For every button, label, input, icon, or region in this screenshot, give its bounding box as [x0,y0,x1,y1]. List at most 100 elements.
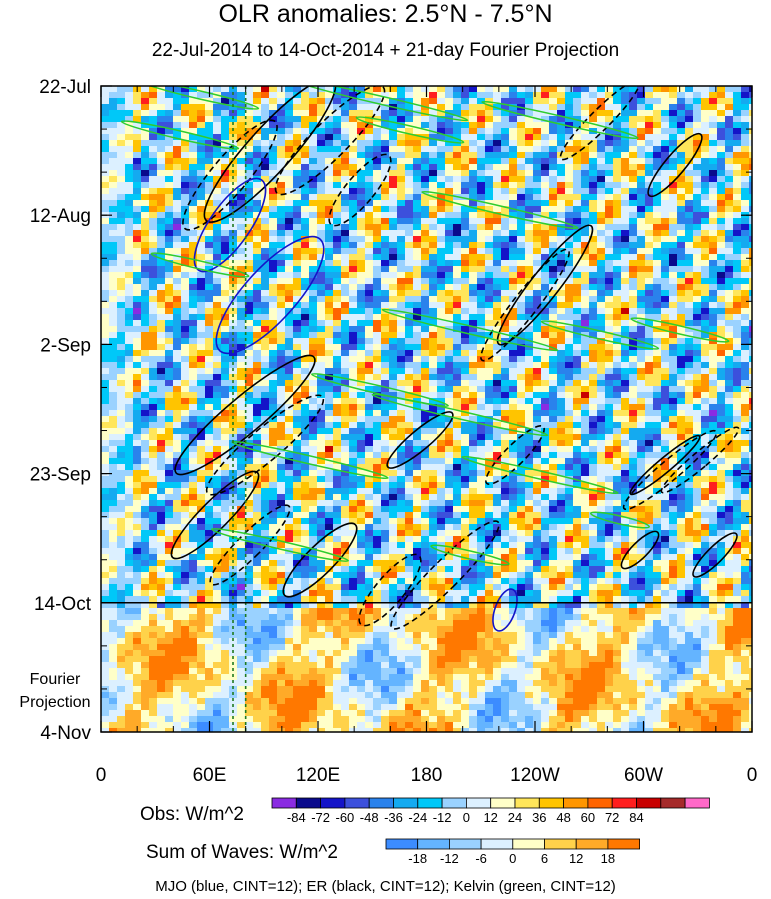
field-cell [405,368,414,375]
field-cell [341,320,350,327]
field-cell [525,176,534,183]
field-cell [365,338,374,345]
field-cell [741,302,750,309]
field-cell [501,164,510,171]
field-cell [397,410,406,417]
field-cell [677,248,686,255]
field-cell [621,110,630,117]
field-cell [141,326,150,333]
field-cell [357,362,366,369]
field-cell [493,110,502,117]
field-cell [285,434,294,441]
field-cell [421,146,430,153]
field-cell [621,260,630,267]
field-cell [573,212,582,219]
field-cell [325,224,334,231]
field-cell [485,272,494,279]
field-cell [405,374,414,381]
field-cell [669,146,678,153]
field-cell [437,332,446,339]
field-cell [221,260,230,267]
field-cell [661,254,670,261]
field-cell [493,386,502,393]
field-cell [685,308,694,315]
field-cell [517,314,526,321]
field-cell [309,206,318,213]
field-cell [709,140,718,147]
field-cell [501,296,510,303]
field-cell [317,362,326,369]
field-cell [469,110,478,117]
field-cell [629,254,638,261]
field-cell [517,128,526,135]
field-cell [389,332,398,339]
field-cell [301,302,310,309]
field-cell [661,344,670,351]
field-cell [541,158,550,165]
field-cell [245,128,254,135]
field-cell [381,134,390,141]
field-cell [341,392,350,399]
field-cell [341,302,350,309]
field-cell [437,302,446,309]
field-cell [205,170,214,177]
field-cell [709,116,718,123]
field-cell [541,332,550,339]
field-cell [213,200,222,207]
field-cell [677,212,686,219]
field-cell [205,224,214,231]
field-cell [485,386,494,393]
field-cell [269,248,278,255]
field-cell [461,332,470,339]
field-cell [469,320,478,327]
field-cell [333,272,342,279]
field-cell [261,116,270,123]
field-cell [621,98,630,105]
field-cell [653,320,662,327]
field-cell [285,386,294,393]
field-cell [157,392,166,399]
field-cell [445,128,454,135]
field-cell [437,266,446,273]
field-cell [629,134,638,141]
field-cell [365,272,374,279]
field-cell [373,314,382,321]
field-cell [565,122,574,129]
field-cell [341,446,350,453]
field-cell [141,248,150,255]
field-cell [125,236,134,243]
field-cell [373,182,382,189]
field-cell [373,344,382,351]
field-cell [605,428,614,435]
field-cell [149,392,158,399]
field-cell [213,260,222,267]
field-cell [597,434,606,441]
field-cell [637,284,646,291]
field-cell [581,236,590,243]
field-cell [653,440,662,447]
field-cell [141,434,150,441]
field-cell [149,284,158,291]
field-cell [333,122,342,129]
field-cell [437,248,446,255]
field-cell [133,260,142,267]
field-cell [109,320,118,327]
field-cell [661,434,670,441]
field-cell [133,410,142,417]
field-cell [589,374,598,381]
field-cell [245,416,254,423]
field-cell [357,140,366,147]
field-cell [213,128,222,135]
field-cell [157,428,166,435]
field-cell [653,248,662,255]
field-cell [189,254,198,261]
field-cell [645,128,654,135]
field-cell [277,146,286,153]
field-cell [749,410,752,417]
field-cell [749,362,752,369]
field-cell [517,374,526,381]
field-cell [477,152,486,159]
field-cell [373,308,382,315]
field-cell [285,176,294,183]
field-cell [749,398,752,405]
